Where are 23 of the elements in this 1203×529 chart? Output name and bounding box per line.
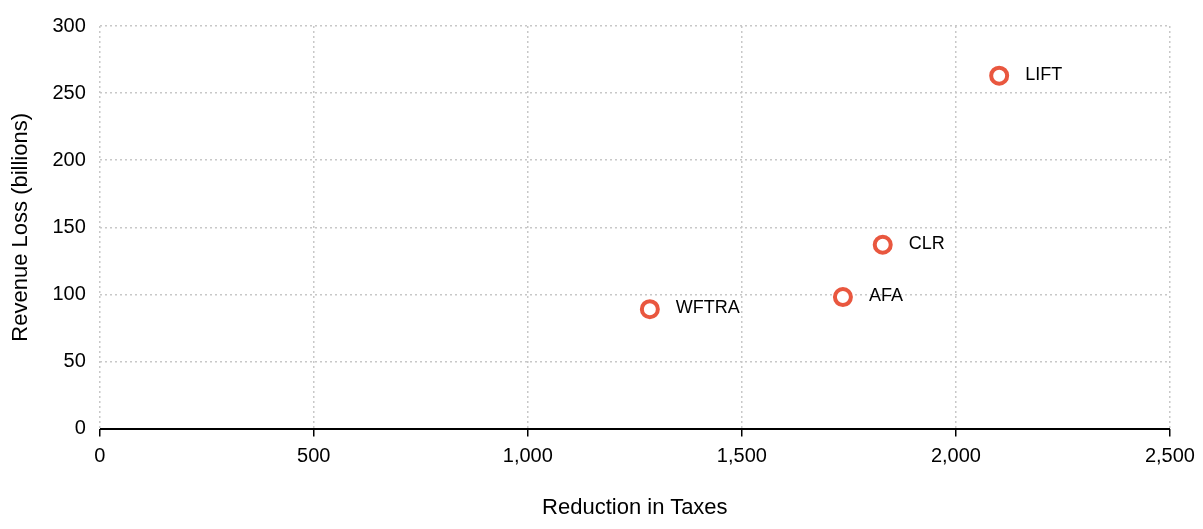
- annotation: WFTRA: [675, 297, 740, 318]
- point: [832, 287, 853, 308]
- point: [872, 234, 893, 255]
- x-tick-label: 0: [94, 444, 106, 467]
- y-tick-label: 150: [52, 214, 86, 237]
- y-tick-label: 200: [52, 147, 86, 170]
- y-axis-title: Revenue Loss (billions): [7, 112, 33, 342]
- x-axis-title: Reduction in Taxes: [542, 493, 728, 519]
- point: [989, 65, 1010, 86]
- x-tick-label: 1,000: [502, 444, 553, 467]
- y-tick-label: 250: [52, 80, 86, 103]
- x-tick-label: 2,000: [930, 444, 981, 467]
- x-tick-label: 1,500: [716, 444, 767, 467]
- annotation: LIFT: [1025, 63, 1063, 84]
- x-tick-label: 500: [297, 444, 331, 467]
- y-tick-label: 0: [74, 416, 86, 439]
- y-tick-label: 300: [52, 13, 86, 36]
- point: [639, 299, 660, 320]
- y-tick-label: 50: [63, 349, 86, 372]
- annotation: AFA: [868, 285, 903, 306]
- annotation: CLR: [908, 232, 945, 253]
- x-tick-label: 2,500: [1144, 444, 1196, 467]
- y-tick-label: 100: [52, 281, 86, 304]
